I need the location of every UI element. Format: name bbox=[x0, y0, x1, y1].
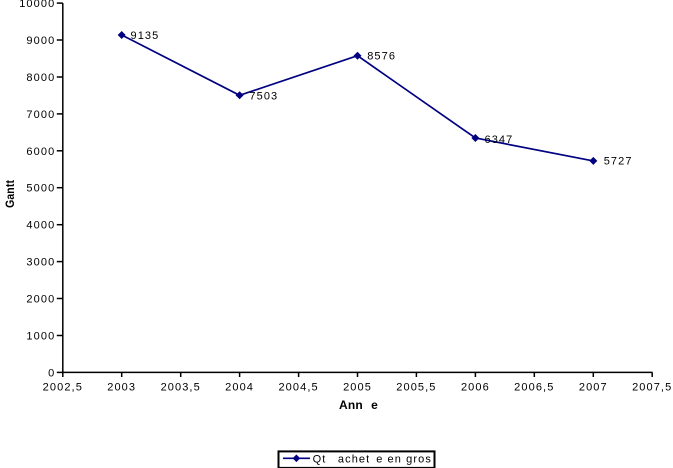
svg-text:3000: 3000 bbox=[26, 257, 55, 269]
svg-text:2007: 2007 bbox=[579, 382, 608, 394]
svg-text:4000: 4000 bbox=[26, 220, 55, 232]
svg-text:10000: 10000 bbox=[19, 0, 55, 10]
svg-text:9135: 9135 bbox=[131, 30, 160, 42]
svg-text:2002,5: 2002,5 bbox=[43, 382, 83, 394]
svg-text:6000: 6000 bbox=[26, 146, 55, 158]
svg-text:7000: 7000 bbox=[26, 109, 55, 121]
svg-text:Gantt: Gantt bbox=[3, 180, 17, 208]
svg-text:0: 0 bbox=[48, 367, 55, 379]
svg-text:6347: 6347 bbox=[485, 134, 514, 146]
svg-text:2007,5: 2007,5 bbox=[632, 382, 672, 394]
svg-text:5727: 5727 bbox=[604, 156, 633, 168]
svg-text:9000: 9000 bbox=[26, 35, 55, 47]
svg-text:2004: 2004 bbox=[225, 382, 254, 394]
svg-text:8576: 8576 bbox=[367, 51, 396, 63]
svg-text:7503: 7503 bbox=[249, 90, 278, 102]
svg-text:8000: 8000 bbox=[26, 72, 55, 84]
svg-text:2003,5: 2003,5 bbox=[161, 382, 201, 394]
svg-text:1000: 1000 bbox=[26, 331, 55, 343]
svg-text:2005,5: 2005,5 bbox=[396, 382, 436, 394]
svg-text:2006: 2006 bbox=[461, 382, 490, 394]
svg-text:2004,5: 2004,5 bbox=[278, 382, 318, 394]
svg-text:2005: 2005 bbox=[343, 382, 372, 394]
svg-text:2006,5: 2006,5 bbox=[514, 382, 554, 394]
svg-text:2000: 2000 bbox=[26, 294, 55, 306]
svg-text:2003: 2003 bbox=[107, 382, 136, 394]
svg-text:5000: 5000 bbox=[26, 183, 55, 195]
